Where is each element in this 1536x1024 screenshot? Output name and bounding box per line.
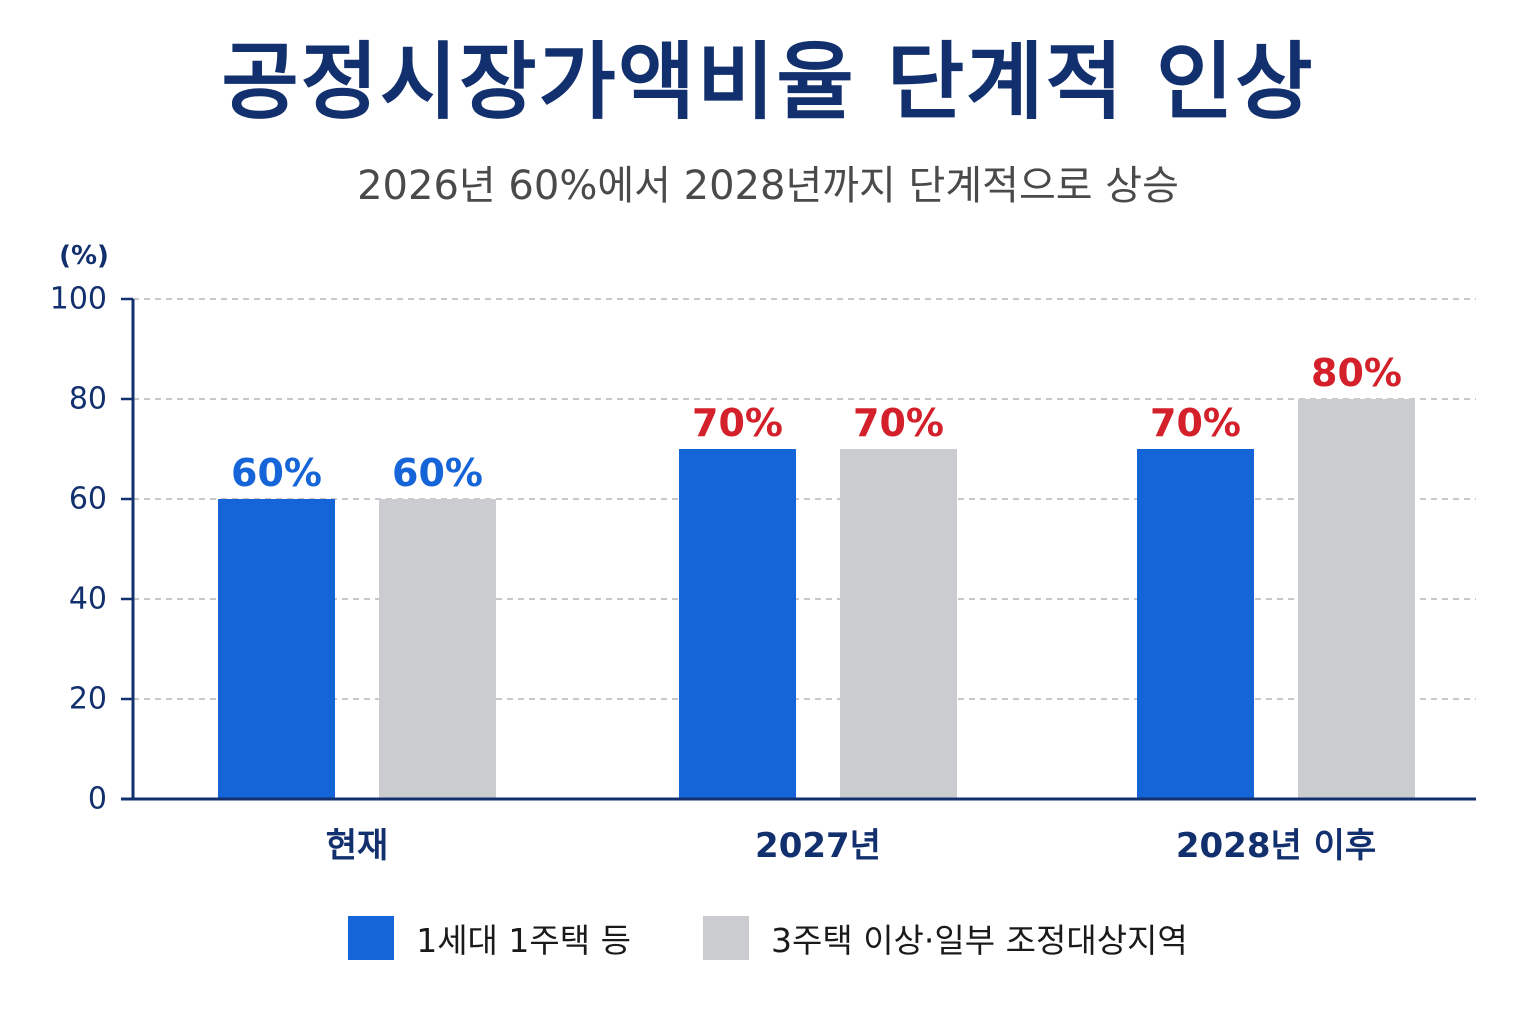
x-tick-label-3: 2028년 이후 [1176, 826, 1376, 866]
bars [218, 399, 1415, 799]
bar-1-2 [679, 449, 796, 799]
legend-label-series-2: 3주택 이상·일부 조정대상지역 [770, 921, 1188, 960]
y-tick-label-40: 40 [69, 582, 107, 617]
chart-subtitle: 2026년 60%에서 2028년까지 단계적으로 상승 [357, 163, 1179, 209]
bar-2-1 [379, 499, 496, 799]
value-label-2-1: 60% [392, 451, 483, 495]
value-label-1-3: 70% [1150, 401, 1241, 445]
value-label-2-3: 80% [1311, 351, 1402, 395]
legend-label-series-1: 1세대 1주택 등 [416, 921, 631, 960]
y-tick-label-20: 20 [69, 682, 107, 717]
chart-title: 공정시장가액비율 단계적 인상 [221, 33, 1315, 131]
value-label-1-1: 60% [231, 451, 322, 495]
value-label-1-2: 70% [692, 401, 783, 445]
axes: 0 20 40 60 80 100 (%) 현재 2027년 2028년 이후 [50, 241, 1476, 866]
legend-swatch-series-2 [702, 916, 749, 960]
data-labels: 60% 60% 70% 70% 70% 80% [231, 351, 1402, 495]
gridlines [133, 298, 1476, 700]
x-tick-label-2: 2027년 [755, 826, 881, 866]
legend-swatch-series-1 [348, 916, 395, 960]
legend-item-series-1: 1세대 1주택 등 [348, 914, 631, 962]
value-label-2-2: 70% [853, 401, 944, 445]
bar-2-3 [1298, 399, 1415, 799]
y-axis-label: (%) [59, 241, 109, 271]
bar-2-2 [840, 449, 957, 799]
y-tick-label-100: 100 [50, 282, 107, 317]
legend-item-series-2: 3주택 이상·일부 조정대상지역 [702, 914, 1188, 962]
x-tick-label-1: 현재 [326, 826, 389, 866]
y-tick-label-80: 80 [69, 382, 107, 417]
legend: 1세대 1주택 등 3주택 이상·일부 조정대상지역 [0, 914, 1536, 962]
bar-1-3 [1137, 449, 1254, 799]
y-tick-label-0: 0 [88, 782, 107, 817]
y-tick-label-60: 60 [69, 482, 107, 517]
bar-1-1 [218, 499, 335, 799]
